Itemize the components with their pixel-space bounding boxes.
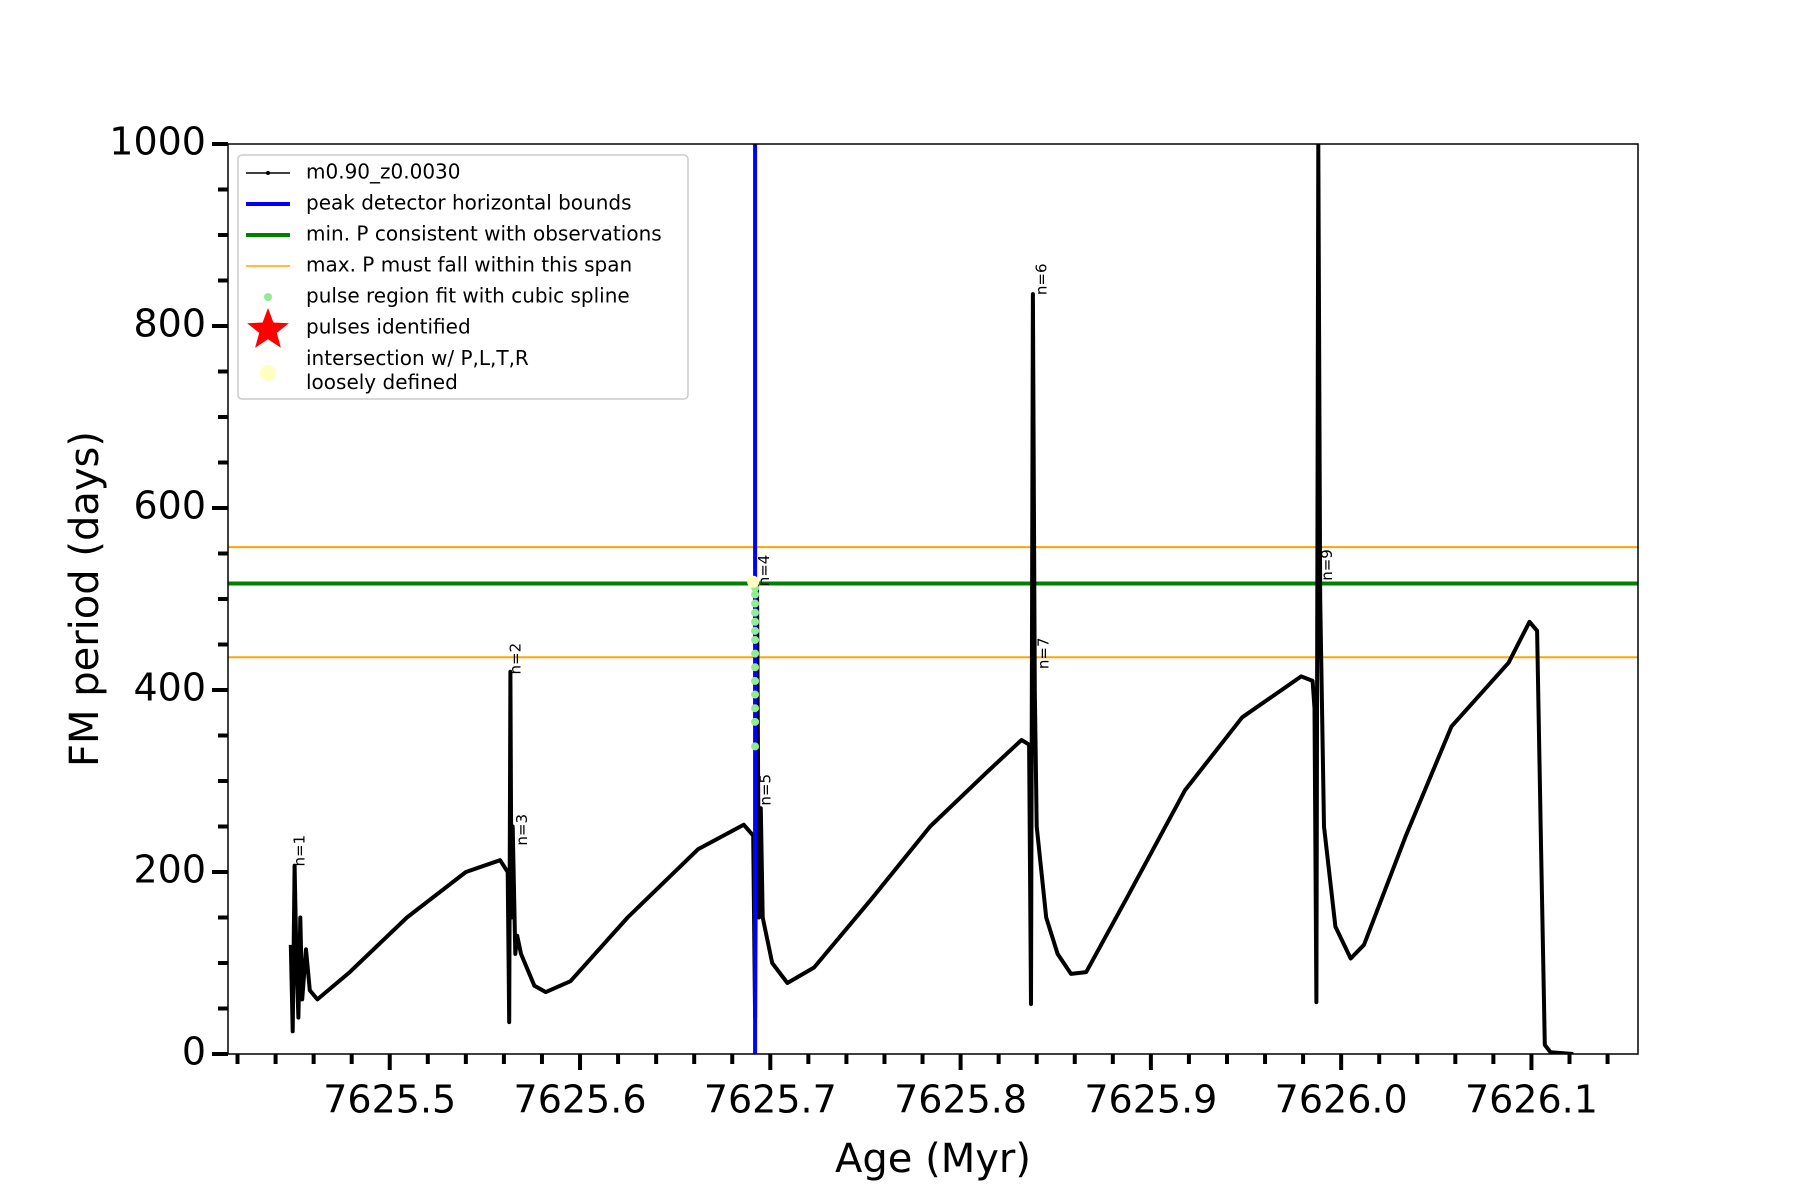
- legend-label: m0.90_z0.0030: [306, 160, 461, 184]
- annotation: n=3: [513, 814, 531, 846]
- scatter-point: [751, 635, 760, 644]
- scatter-point: [751, 704, 760, 713]
- scatter-point: [751, 742, 760, 751]
- annotation: n=7: [1035, 637, 1053, 669]
- annotation: n=5: [757, 774, 775, 806]
- x-tick-label: 7625.7: [704, 1078, 837, 1122]
- legend-circle: [260, 365, 276, 381]
- annotation: n=4: [755, 555, 773, 587]
- legend-label: peak detector horizontal bounds: [306, 191, 632, 215]
- scatter-point: [751, 676, 760, 685]
- intersection-point: [747, 575, 760, 588]
- plot-frame: [227, 143, 1639, 1055]
- annotation: n=6: [1033, 263, 1051, 295]
- legend-box: [237, 154, 689, 400]
- legend-dot: [266, 171, 270, 175]
- scatter-point: [751, 599, 760, 608]
- y-axis-label: FM period (days): [62, 431, 108, 767]
- legend-star: [247, 308, 289, 348]
- annotation: n=9: [1318, 549, 1336, 581]
- y-tick-label: 0: [182, 1030, 206, 1074]
- legend-label: pulses identified: [306, 315, 471, 339]
- scatter-point: [751, 649, 760, 658]
- y-tick-label: 200: [133, 848, 206, 892]
- plot-area: [228, 144, 1638, 1054]
- legend-label: pulse region fit with cubic spline: [306, 284, 630, 308]
- legend-label: intersection w/ P,L,T,R loosely defined: [306, 346, 529, 394]
- x-tick-label: 7625.5: [323, 1078, 456, 1122]
- x-tick-label: 7625.9: [1084, 1078, 1217, 1122]
- x-tick-label: 7626.1: [1465, 1078, 1598, 1122]
- legend-dot: [264, 293, 272, 301]
- legend-label: max. P must fall within this span: [306, 253, 632, 277]
- y-tick-label: 1000: [109, 120, 206, 164]
- y-tick-label: 400: [133, 666, 206, 710]
- x-tick-label: 7625.8: [894, 1078, 1027, 1122]
- scatter-point: [751, 617, 760, 626]
- y-tick-label: 600: [133, 484, 206, 528]
- scatter-point: [751, 717, 760, 726]
- data-line: [288, 144, 1574, 1054]
- annotation: n=2: [507, 643, 525, 675]
- legend-label: min. P consistent with observations: [306, 222, 662, 246]
- x-tick-label: 7626.0: [1275, 1078, 1408, 1122]
- scatter-point: [751, 608, 760, 617]
- x-tick-label: 7625.6: [514, 1078, 647, 1122]
- y-tick-label: 800: [133, 302, 206, 346]
- x-axis-label: Age (Myr): [835, 1136, 1031, 1182]
- scatter-point: [751, 590, 760, 599]
- scatter-point: [751, 663, 760, 672]
- scatter-point: [751, 690, 760, 699]
- annotation: n=1: [291, 835, 309, 867]
- scatter-point: [751, 626, 760, 635]
